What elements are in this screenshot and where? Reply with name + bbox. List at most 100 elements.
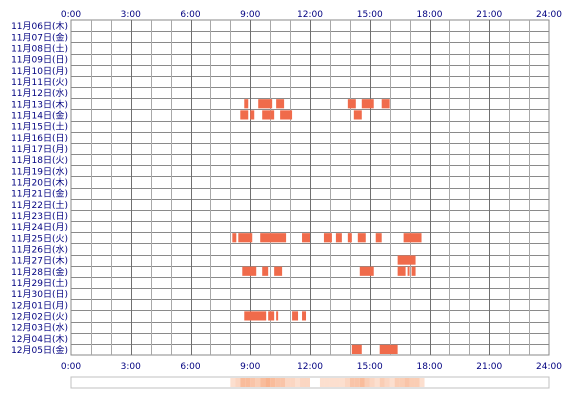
- day-label: 11月30日(日): [11, 289, 68, 300]
- activity-bar: [244, 99, 249, 109]
- activity-bar: [238, 233, 253, 243]
- day-label: 11月16日(日): [11, 133, 68, 144]
- summary-bin: [344, 378, 350, 387]
- activity-bar: [250, 110, 255, 120]
- summary-bin: [359, 378, 365, 387]
- bottom-axis-ticks: 0:00 3:00 6:00 9:00 12:00 15:00 18:00 21:00 24:0…: [61, 362, 562, 372]
- day-label: 11月29日(土): [11, 277, 68, 289]
- summary-bin: [369, 378, 375, 387]
- summary-strip: [70, 376, 550, 389]
- activity-bar: [407, 266, 410, 276]
- day-label: 11月24日(月): [11, 222, 68, 233]
- summary-bin: [250, 378, 256, 387]
- activity-bar: [361, 99, 374, 109]
- activity-bar: [397, 255, 416, 265]
- activity-bar: [379, 344, 398, 354]
- summary-bin: [404, 378, 410, 387]
- grid: [70, 19, 550, 356]
- day-label: 11月11日(火): [11, 77, 68, 88]
- x-tick-label-bottom: 9:00: [240, 362, 260, 372]
- day-label: 11月19日(水): [11, 165, 68, 177]
- summary-bin: [230, 378, 236, 387]
- summary-bin: [349, 378, 355, 387]
- x-tick-label-top: 21:00: [476, 10, 502, 20]
- day-label: 11月10日(月): [11, 66, 68, 77]
- day-labels: 11月06日(木)11月07日(金)11月08日(土)11月09日(日)11月1…: [11, 20, 68, 356]
- summary-bin: [305, 378, 310, 387]
- activity-bar: [353, 110, 362, 120]
- summary-bin: [245, 378, 251, 387]
- day-label: 11月22日(土): [11, 199, 68, 211]
- activity-bar: [262, 266, 269, 276]
- summary-bin: [285, 378, 291, 387]
- activity-bars: [232, 99, 422, 354]
- day-label: 11月17日(月): [11, 144, 68, 155]
- day-label: 11月28日(金): [11, 266, 68, 278]
- x-tick-label-top: 6:00: [180, 10, 200, 20]
- activity-bar: [232, 233, 237, 243]
- day-label: 12月04日(木): [11, 333, 68, 345]
- summary-bin: [329, 378, 335, 387]
- activity-bar: [375, 233, 382, 243]
- activity-bar: [280, 110, 293, 120]
- x-tick-label-top: 9:00: [240, 10, 260, 20]
- x-tick-label-bottom: 12:00: [297, 362, 323, 372]
- x-tick-label-bottom: 24:00: [536, 362, 562, 372]
- activity-bar: [347, 233, 352, 243]
- day-label: 12月05日(金): [11, 344, 68, 356]
- activity-bar: [274, 266, 283, 276]
- activity-bar: [397, 266, 406, 276]
- summary-bin: [319, 378, 325, 387]
- x-tick-label-top: 15:00: [357, 10, 383, 20]
- summary-bin: [364, 378, 370, 387]
- day-label: 11月09日(日): [11, 55, 68, 66]
- day-label: 11月15日(土): [11, 121, 68, 133]
- activity-bar: [411, 266, 416, 276]
- x-tick-label-top: 12:00: [297, 10, 323, 20]
- day-label: 11月08日(土): [11, 42, 68, 54]
- summary-frame: [70, 376, 550, 389]
- day-label: 11月07日(金): [11, 31, 68, 43]
- day-label: 12月03日(水): [11, 322, 68, 334]
- x-tick-label-top: 0:00: [61, 10, 81, 20]
- summary-bin: [389, 378, 395, 387]
- activity-bar: [244, 311, 267, 321]
- activity-bar: [292, 311, 299, 321]
- summary-bin: [260, 378, 266, 387]
- summary-bin: [240, 378, 246, 387]
- day-label: 11月26日(水): [11, 243, 68, 255]
- activity-bar: [335, 233, 342, 243]
- activity-bar: [359, 266, 374, 276]
- summary-bin: [265, 378, 271, 387]
- day-label: 11月23日(日): [11, 211, 68, 222]
- summary-bin: [384, 378, 390, 387]
- summary-bin: [394, 378, 400, 387]
- summary-bin: [414, 378, 420, 387]
- summary-bin: [280, 378, 286, 387]
- activity-bar: [403, 233, 422, 243]
- activity-bar: [242, 266, 257, 276]
- activity-bar: [302, 233, 310, 243]
- day-label: 11月18日(火): [11, 155, 68, 166]
- activity-bar: [347, 99, 356, 109]
- summary-bin: [419, 378, 425, 387]
- activity-bar: [268, 311, 275, 321]
- day-label: 11月14日(金): [11, 109, 68, 121]
- summary-bin: [334, 378, 340, 387]
- x-tick-label-top: 18:00: [417, 10, 443, 20]
- activity-bar: [258, 99, 273, 109]
- x-tick-label-bottom: 21:00: [476, 362, 502, 372]
- day-label: 11月13日(木): [11, 98, 68, 110]
- day-label: 12月01日(月): [11, 300, 68, 311]
- summary-bin: [255, 378, 261, 387]
- summary-bin: [275, 378, 281, 387]
- day-label: 11月20日(木): [11, 176, 68, 188]
- summary-bin: [409, 378, 415, 387]
- summary-bin: [235, 378, 241, 387]
- activity-bar: [302, 311, 307, 321]
- summary-bin: [399, 378, 405, 387]
- day-label: 11月25日(火): [11, 233, 68, 244]
- summary-bin: [374, 378, 380, 387]
- activity-bar: [262, 110, 271, 120]
- x-tick-label-top: 24:00: [536, 10, 562, 20]
